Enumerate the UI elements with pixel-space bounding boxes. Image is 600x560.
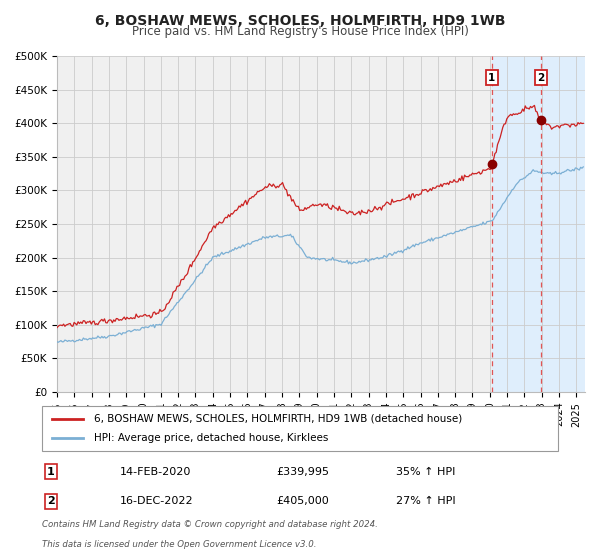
Bar [492, 56, 585, 392]
Text: 6, BOSHAW MEWS, SCHOLES, HOLMFIRTH, HD9 1WB (detached house): 6, BOSHAW MEWS, SCHOLES, HOLMFIRTH, HD9 … [94, 413, 462, 423]
Text: Contains HM Land Registry data © Crown copyright and database right 2024.: Contains HM Land Registry data © Crown c… [42, 520, 378, 529]
Text: 14-FEB-2020: 14-FEB-2020 [120, 466, 191, 477]
Text: This data is licensed under the Open Government Licence v3.0.: This data is licensed under the Open Gov… [42, 540, 317, 549]
Text: 1: 1 [47, 466, 55, 477]
Text: 6, BOSHAW MEWS, SCHOLES, HOLMFIRTH, HD9 1WB: 6, BOSHAW MEWS, SCHOLES, HOLMFIRTH, HD9 … [95, 14, 505, 28]
Text: £405,000: £405,000 [276, 496, 329, 506]
Text: 2: 2 [538, 72, 545, 82]
Text: Price paid vs. HM Land Registry's House Price Index (HPI): Price paid vs. HM Land Registry's House … [131, 25, 469, 38]
Text: HPI: Average price, detached house, Kirklees: HPI: Average price, detached house, Kirk… [94, 433, 328, 444]
Text: 35% ↑ HPI: 35% ↑ HPI [396, 466, 455, 477]
Text: 27% ↑ HPI: 27% ↑ HPI [396, 496, 455, 506]
Text: 16-DEC-2022: 16-DEC-2022 [120, 496, 194, 506]
Text: £339,995: £339,995 [276, 466, 329, 477]
FancyBboxPatch shape [42, 406, 558, 451]
Text: 1: 1 [488, 72, 496, 82]
Text: 2: 2 [47, 496, 55, 506]
